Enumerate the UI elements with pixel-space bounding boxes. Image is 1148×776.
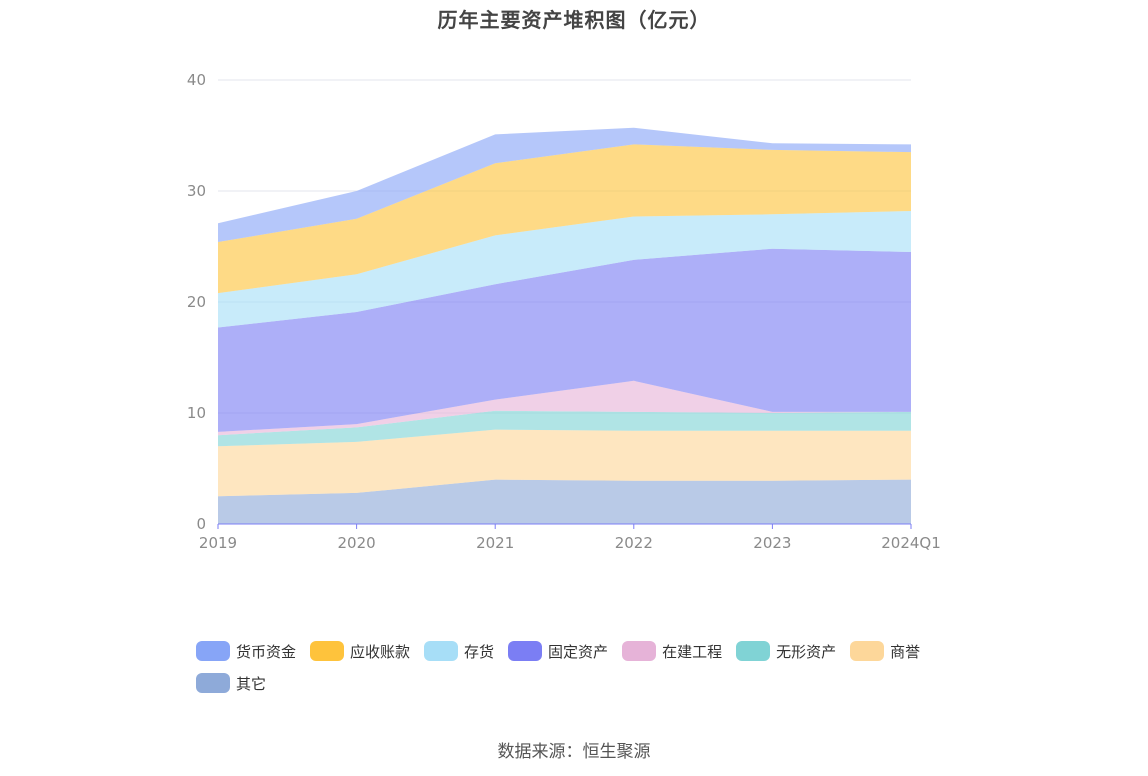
legend-swatch <box>196 641 230 661</box>
x-tick-label: 2022 <box>615 534 653 552</box>
area-series-4 <box>218 248 911 432</box>
legend-item[interactable]: 商誉 <box>850 639 920 663</box>
legend-label: 商誉 <box>890 642 921 661</box>
y-tick-label: 20 <box>187 293 206 311</box>
legend-item[interactable]: 无形资产 <box>736 639 836 663</box>
area-series-1 <box>218 429 911 497</box>
area-series-6 <box>218 144 911 294</box>
legend-swatch <box>508 641 543 661</box>
x-tick-label: 2021 <box>476 534 514 552</box>
legend-label: 存货 <box>464 642 495 661</box>
legend-label: 货币资金 <box>236 642 297 661</box>
area-layer <box>218 127 911 524</box>
legend-label: 在建工程 <box>662 642 723 661</box>
legend-swatch <box>736 641 771 661</box>
x-tick-label: 2019 <box>199 534 237 552</box>
chart-title: 历年主要资产堆积图（亿元） <box>437 8 711 32</box>
area-series-7 <box>218 127 911 243</box>
legend-item[interactable]: 货币资金 <box>196 639 296 663</box>
legend-swatch <box>622 641 657 661</box>
area-series-2 <box>218 410 911 447</box>
y-tick-label: 10 <box>187 404 206 422</box>
area-series-3 <box>218 380 911 436</box>
x-tick-label: 2023 <box>753 534 791 552</box>
data-source-note: 数据来源：恒生聚源 <box>497 742 651 762</box>
legend-swatch <box>850 641 885 661</box>
y-tick-label: 0 <box>196 515 206 533</box>
legend-label: 无形资产 <box>776 642 837 661</box>
y-tick-label: 40 <box>187 71 206 89</box>
legend-item[interactable]: 应收账款 <box>310 639 410 663</box>
area-series-0 <box>218 479 911 524</box>
legend-item[interactable]: 在建工程 <box>622 639 722 663</box>
stacked-area-chart: 0 10 20 30 40 2019 2020 2021 2022 2023 2024Q1 <box>187 71 941 552</box>
area-series-5 <box>218 210 911 328</box>
legend-label: 固定资产 <box>548 642 609 661</box>
legend-item[interactable]: 其它 <box>196 671 266 695</box>
legend-label: 其它 <box>236 674 267 693</box>
legend-item[interactable]: 固定资产 <box>508 639 608 663</box>
legend-swatch <box>196 673 230 693</box>
axis-layer: 0 10 20 30 40 2019 2020 2021 2022 2023 2024Q1 <box>187 71 941 552</box>
x-tick-label: 2024Q1 <box>881 534 941 552</box>
x-tick-label: 2020 <box>338 534 376 552</box>
legend-swatch <box>424 641 459 661</box>
legend: 货币资金 应收账款 存货 固定资产 在建工程 无形资产 商誉其它 <box>196 639 976 695</box>
legend-label: 应收账款 <box>350 642 411 661</box>
legend-item[interactable]: 存货 <box>424 639 494 663</box>
legend-swatch <box>310 641 345 661</box>
y-tick-label: 30 <box>187 182 206 200</box>
